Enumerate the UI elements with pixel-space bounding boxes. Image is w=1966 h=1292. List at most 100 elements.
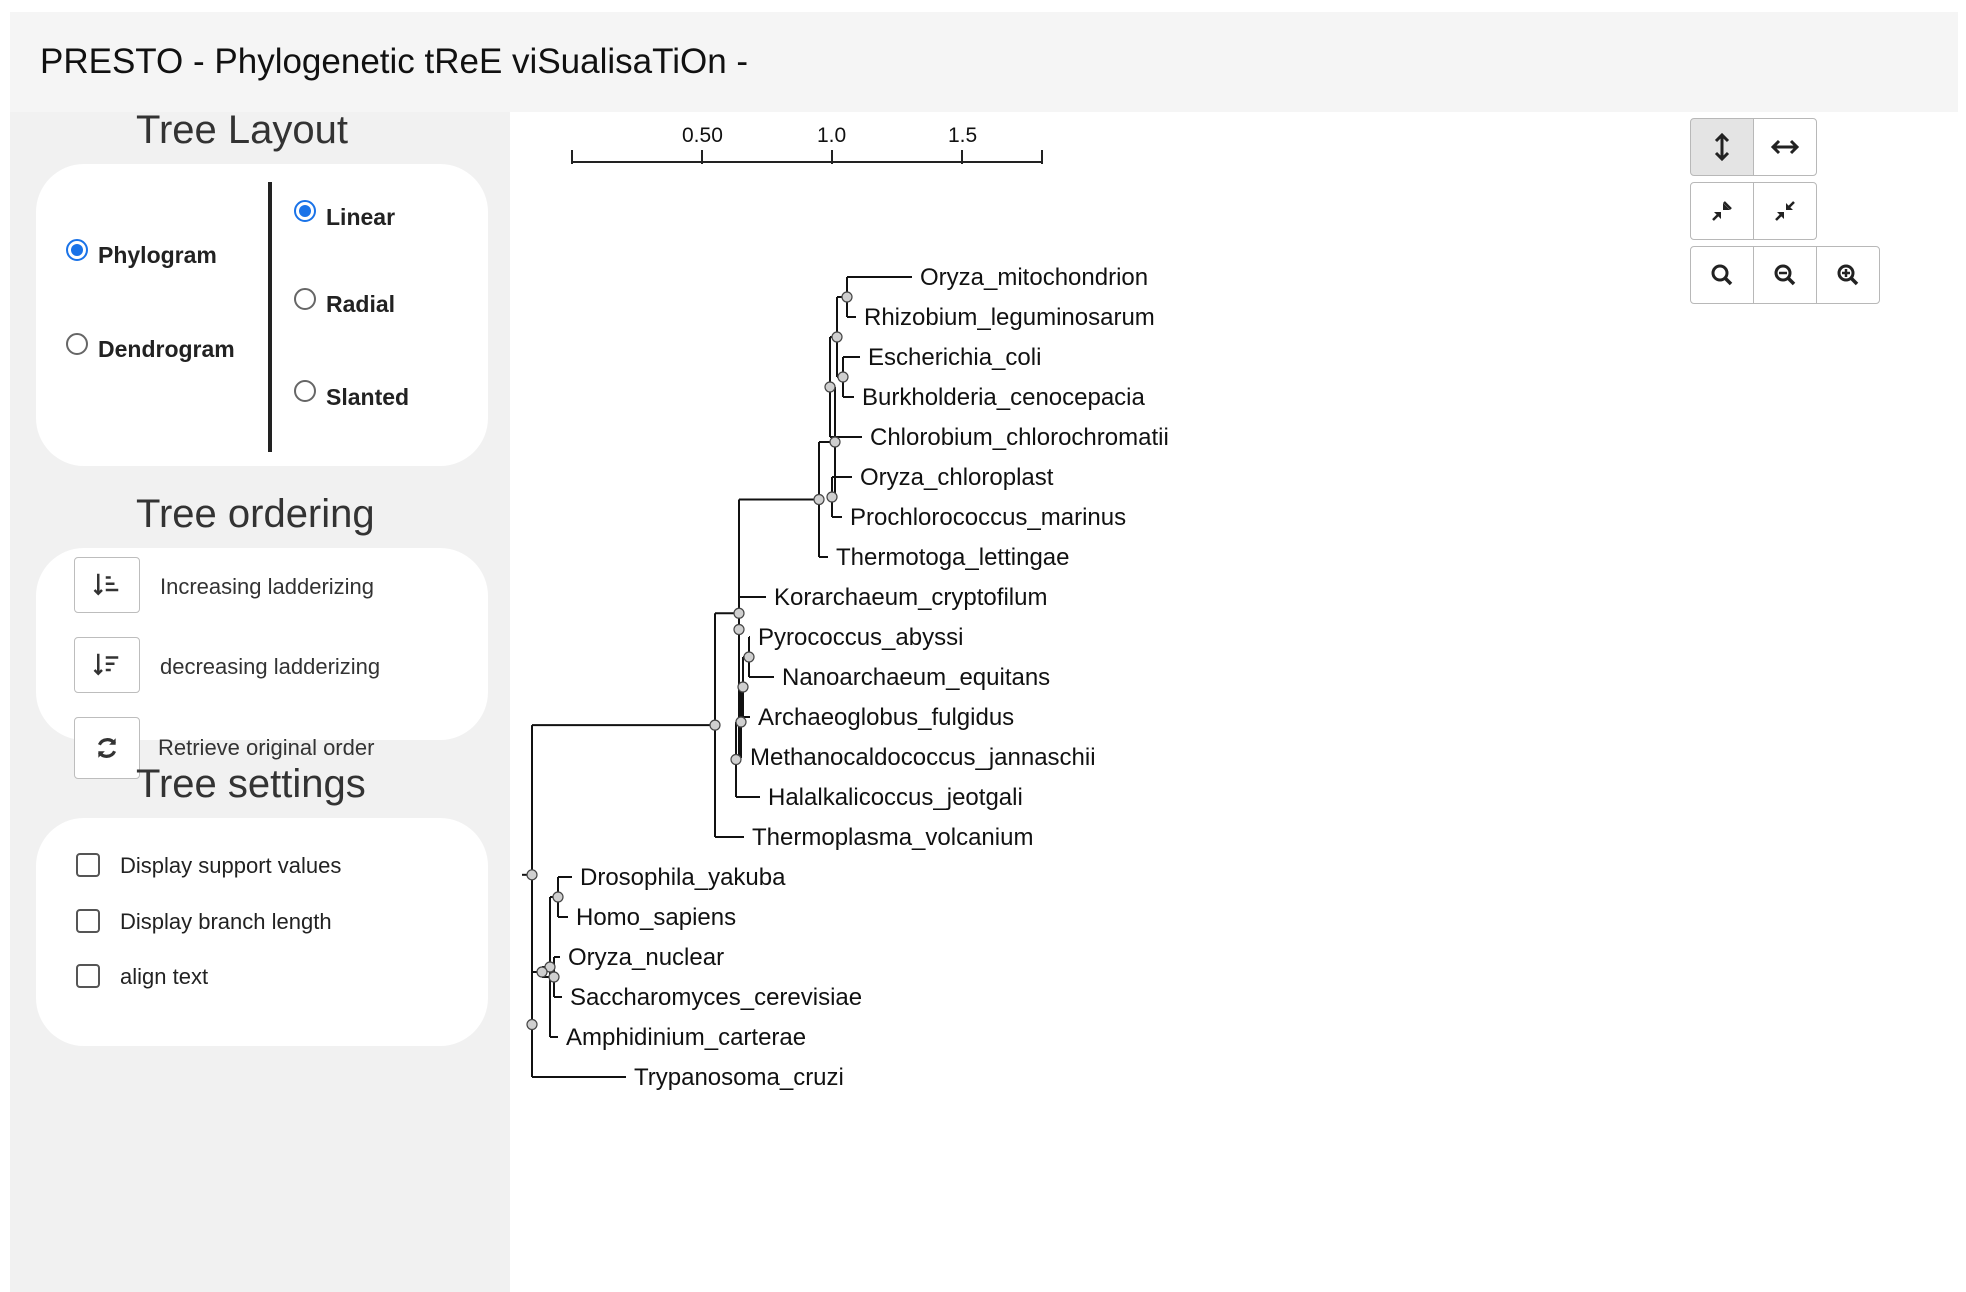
leaf-label[interactable]: Trypanosoma_cruzi [634,1064,844,1091]
leaf-label[interactable]: Thermotoga_lettingae [836,544,1069,571]
zoom-in-button[interactable] [1816,246,1880,304]
title-bar: PRESTO - Phylogenetic tReE viSualisaTiOn… [10,12,1958,112]
align-text-label[interactable]: align text [120,964,209,989]
increasing-ladderize-button[interactable] [74,557,140,613]
compress-toolbar [1690,182,1817,240]
compress-vertical-button[interactable] [1690,182,1754,240]
leaf-label[interactable]: Saccharomyces_cerevisiae [570,984,862,1011]
scale-bar: 0.50 1.0 1.5 [571,124,1043,164]
internal-node[interactable] [709,719,721,731]
leaf-label[interactable]: Korarchaeum_cryptofilum [774,584,1047,611]
zoom-reset-icon [1711,264,1733,286]
internal-node[interactable] [730,753,742,766]
app-window: PRESTO - Phylogenetic tReE viSualisaTiOn… [10,12,1958,1292]
internal-node[interactable] [824,381,836,393]
original-order-label: Retrieve original order [158,735,375,760]
compress-horizontal-button[interactable] [1753,182,1817,240]
branch-length-checkbox[interactable] [76,909,100,933]
compress-vertical-icon [1712,201,1732,221]
dendrogram-radio[interactable] [66,333,88,355]
tree-view: 0.50 1.0 1.5 Oryza_mitochondrion Rhizobiu… [510,112,1958,1292]
leaf-label[interactable]: Homo_sapiens [576,904,736,931]
internal-node[interactable] [831,331,843,343]
original-order-button[interactable] [74,717,140,779]
radial-radio[interactable] [294,288,316,310]
sort-descending-icon [93,653,119,676]
internal-node[interactable] [548,971,560,983]
leaf-label[interactable]: Methanocaldococcus_jannaschii [750,744,1096,771]
leaf-label[interactable]: Rhizobium_leguminosarum [864,304,1155,331]
linear-label[interactable]: Linear [326,204,396,230]
leaf-label[interactable]: Amphidinium_carterae [566,1024,806,1051]
internal-node[interactable] [552,891,564,903]
horizontal-stretch-icon [1770,139,1800,155]
leaf-label[interactable]: Archaeoglobus_fulgidus [758,704,1014,731]
internal-node[interactable] [737,681,749,693]
internal-node[interactable] [813,493,825,506]
linear-radio[interactable] [294,200,316,222]
vertical-stretch-icon [1714,132,1730,162]
support-values-checkbox[interactable] [76,853,100,877]
slanted-radio[interactable] [294,380,316,402]
support-values-label[interactable]: Display support values [120,853,342,878]
increasing-ladderize-label: Increasing ladderizing [160,574,375,599]
leaf-label[interactable]: Nanoarchaeum_equitans [782,664,1050,691]
tree-nodes [526,291,853,1031]
internal-node[interactable] [826,491,838,503]
internal-node[interactable] [536,966,548,978]
zoom-out-button[interactable] [1753,246,1817,304]
zoom-toolbar [1690,246,1880,304]
horizontal-stretch-button[interactable] [1753,118,1817,176]
stretch-toolbar [1690,118,1817,176]
tree-settings-heading: Tree settings [136,762,366,806]
tree-layout-heading: Tree Layout [136,108,348,152]
zoom-out-icon [1774,264,1796,286]
tree-ordering-heading: Tree ordering [136,492,375,536]
scale-tick-label: 0.50 [682,124,723,147]
internal-node[interactable] [841,291,853,303]
internal-node[interactable] [526,1018,538,1031]
decreasing-ladderize-button[interactable] [74,637,140,693]
app-title: PRESTO - Phylogenetic tReE viSualisaTiOn… [40,42,749,81]
leaf-label[interactable]: Prochlorococcus_marinus [850,504,1126,531]
leaf-label[interactable]: Oryza_chloroplast [860,464,1054,491]
tree-settings-card: Display support values Display branch le… [36,818,488,1046]
layout-divider [268,182,272,452]
internal-node[interactable] [829,436,841,448]
leaf-label[interactable]: Pyrococcus_abyssi [758,624,963,651]
internal-node[interactable] [733,607,745,619]
leaf-label[interactable]: Escherichia_coli [868,344,1041,371]
radial-label[interactable]: Radial [326,291,396,317]
phylogenetic-tree: 0.50 1.0 1.5 Oryza_mitochondrion Rhizobiu… [522,124,1169,1091]
leaf-label[interactable]: Burkholderia_cenocepacia [862,384,1146,411]
vertical-stretch-button[interactable] [1690,118,1754,176]
phylogram-label[interactable]: Phylogram [98,242,217,268]
internal-node[interactable] [544,961,556,973]
leaf-label[interactable]: Oryza_mitochondrion [920,264,1148,291]
sort-ascending-icon [93,573,119,596]
refresh-icon [97,738,117,758]
dendrogram-label[interactable]: Dendrogram [98,336,235,362]
leaf-labels: Oryza_mitochondrion Rhizobium_leguminosar… [566,264,1169,1091]
compress-horizontal-icon [1775,201,1795,221]
sidebar: Tree Layout Phylogram Dendrogram Linear … [10,108,510,1292]
leaf-label[interactable]: Halalkalicoccus_jeotgali [768,784,1023,811]
phylogram-radio[interactable] [66,239,88,261]
tree-layout-card: Phylogram Dendrogram Linear Radial Slant… [36,164,488,466]
internal-node[interactable] [837,371,849,383]
slanted-label[interactable]: Slanted [326,384,410,410]
internal-node[interactable] [743,651,755,663]
branch-length-label[interactable]: Display branch length [120,909,332,934]
internal-node[interactable] [733,623,745,636]
internal-node[interactable] [526,869,538,881]
tree-ordering-card: Increasing ladderizing decreasing ladder… [36,548,488,779]
scale-tick-label: 1.5 [948,124,977,147]
leaf-label[interactable]: Thermoplasma_volcanium [752,824,1033,851]
zoom-reset-button[interactable] [1690,246,1754,304]
scale-tick-label: 1.0 [817,124,846,147]
leaf-label[interactable]: Chlorobium_chlorochromatii [870,424,1169,451]
leaf-label[interactable]: Oryza_nuclear [568,944,724,971]
align-text-checkbox[interactable] [76,964,100,988]
leaf-label[interactable]: Drosophila_yakuba [580,864,786,891]
internal-node[interactable] [735,716,747,728]
